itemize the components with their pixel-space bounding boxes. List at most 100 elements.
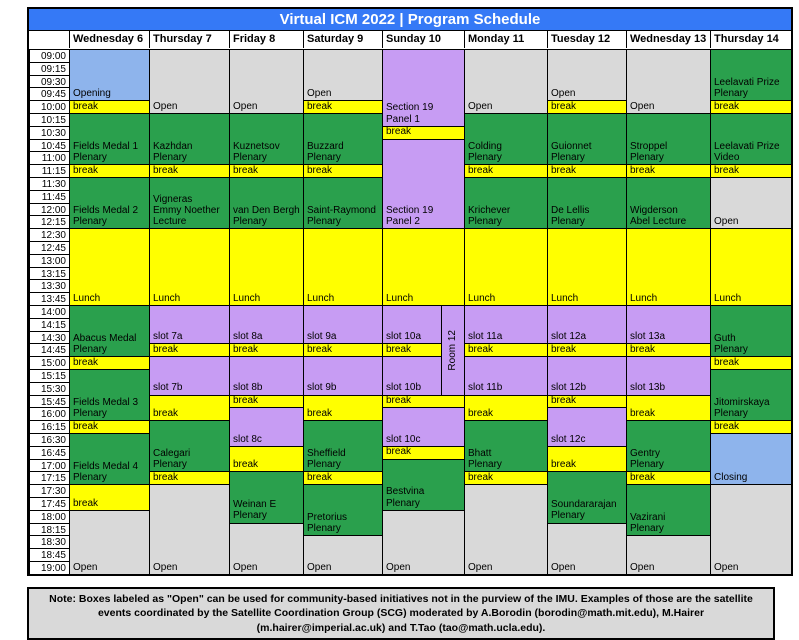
cell-label: Lunch [307,292,335,304]
cell-label: slot 8b [233,382,263,394]
time-label: 18:30 [29,535,69,548]
cell-label: break [630,408,656,419]
cell-label: slot 7a [153,331,183,343]
schedule-cell: Open [69,509,149,574]
time-label: 18:45 [29,548,69,561]
schedule-cell: break [69,420,149,433]
schedule-cell: Fields Medal 4 Plenary [69,433,149,485]
schedule-cell: Weinan E Plenary [229,471,303,523]
schedule-cell: Open [149,484,229,574]
schedule-cell: Guionnet Plenary [547,113,626,165]
cell-label: Open [233,561,258,573]
time-label: 16:45 [29,445,69,459]
schedule-cell: break [710,420,791,433]
cell-label: break [468,344,494,355]
schedule-grid: 09:00 09:15 09:30 09:45 10:00 10:15 10:30 10:45… [29,49,791,574]
cell-label: slot 9a [307,331,337,343]
schedule-cell: slot 8b [229,356,303,395]
cell-label: break [386,446,412,458]
cell-label: slot 9b [307,382,337,394]
cell-label: break [73,356,99,368]
schedule-cell: slot 10c [382,407,464,446]
cell-label: Fields Medal 1 Plenary [73,140,139,163]
cell-label: break [714,100,740,112]
schedule-cell: Open [464,484,547,574]
schedule-cell: Calegari Plenary [149,420,229,472]
schedule-cell: break [229,343,303,357]
cell-label: slot 7b [153,382,183,394]
schedule-cell: Kuznetsov Plenary [229,113,303,165]
schedule-cell: slot 10b [382,356,441,395]
cell-label: break [468,408,494,419]
schedule-cell: Wigderson Abel Lecture [626,177,710,229]
day-header: Wednesday 6 [69,31,149,48]
time-label: 10:00 [29,100,69,113]
schedule-cell: break [303,100,382,113]
schedule-cell: Abacus Medal Plenary [69,305,149,357]
schedule-cell: Fields Medal 1 Plenary [69,113,149,165]
cell-label: Open [307,561,332,573]
cell-label: break [307,344,333,355]
day-header: Tuesday 12 [547,31,626,48]
schedule-cell: slot 10a [382,305,441,344]
page-title: Virtual ICM 2022 | Program Schedule [29,9,791,30]
cell-label: Buzzard Plenary [307,140,344,163]
cell-label: Soundararajan Plenary [551,499,617,522]
time-label: 09:15 [29,61,69,75]
schedule-cell: Lunch [149,228,229,305]
cell-label: Kazhdan Plenary [153,140,193,163]
schedule-cell: Colding Plenary [464,113,547,165]
time-label: 17:45 [29,497,69,510]
time-label: 15:00 [29,356,69,369]
schedule-cell: break [69,100,149,113]
schedule-cell: Leelavati Prize Plenary [710,49,791,101]
cell-label: slot 12c [551,433,586,445]
room-column-label: Room 12 [441,305,464,395]
schedule-cell: Lunch [303,228,382,305]
cell-label: Closing [714,472,748,483]
cell-label: break [551,164,577,176]
cell-label: Open [714,561,739,573]
time-label: 11:45 [29,189,69,203]
schedule-cell: slot 12a [547,305,626,344]
schedule-cell: Lunch [69,228,149,305]
cell-label: Open [73,561,98,573]
schedule-cell: break [69,356,149,369]
schedule-cell: break [626,343,710,357]
cell-label: break [153,408,179,419]
schedule-cell: Open [303,535,382,574]
schedule-cell: break [149,164,229,177]
cell-label: Vazirani Plenary [630,512,666,535]
cell-label: Lunch [73,292,101,304]
schedule-cell: break [547,164,626,177]
day-header: Wednesday 13 [626,31,710,48]
schedule-cell: Stroppel Plenary [626,113,710,165]
schedule-cell: Section 19 Panel 1 [382,49,464,126]
time-label: 18:15 [29,522,69,536]
schedule-cell: Sheffield Plenary [303,420,382,472]
cell-label: Open [468,561,493,573]
schedule-cell: Lunch [710,228,791,305]
schedule-cell: Closing [710,433,791,485]
time-label: 17:00 [29,458,69,472]
schedule-cell: slot 12b [547,356,626,395]
cell-label: Open [153,100,178,112]
cell-label: Weinan E Plenary [233,499,277,522]
schedule-cell: Bestvina Plenary [382,458,464,510]
time-label: 13:45 [29,292,69,305]
schedule-cell: break [547,394,626,408]
schedule-cell: slot 7a [149,305,229,344]
schedule-cell: Bhatt Plenary [464,420,547,472]
cell-label: break [307,472,333,483]
cell-label: Open [386,561,411,573]
schedule-cell: Open [229,49,303,113]
cell-label: break [630,164,656,176]
cell-label: De Lellis Plenary [551,204,590,227]
time-label: 16:00 [29,407,69,420]
cell-label: Krichever Plenary [468,204,511,227]
schedule-cell: Gentry Plenary [626,420,710,472]
time-label: 09:30 [29,74,69,88]
schedule-cell: break [382,125,464,139]
schedule-cell: slot 7b [149,356,229,395]
